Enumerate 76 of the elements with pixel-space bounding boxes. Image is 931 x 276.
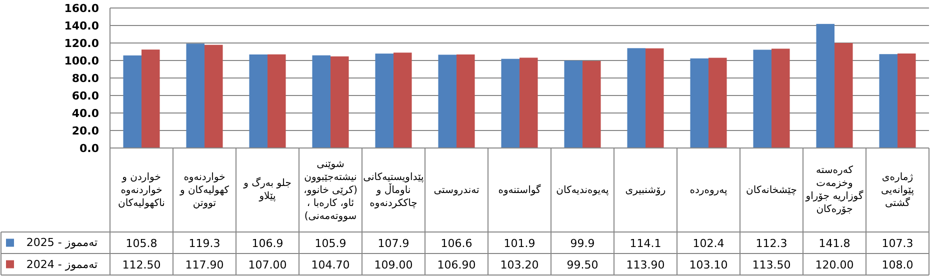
y-tick-label: 100.0 — [64, 54, 100, 68]
data-label: 102.4 — [692, 236, 724, 250]
data-label: 101.9 — [504, 236, 536, 250]
y-tick-label: 60.0 — [72, 90, 100, 102]
data-label: 113.90 — [626, 258, 665, 272]
bar — [204, 44, 223, 148]
data-label: 107.00 — [248, 258, 287, 272]
bar — [142, 50, 160, 148]
x-tick-label: پێداویستیەکانی ناوماڵ و چاککردنەوە — [362, 170, 425, 210]
bar — [501, 58, 520, 148]
data-label: 112.50 — [122, 258, 161, 272]
bar — [456, 54, 475, 148]
data-label: 106.90 — [437, 258, 476, 272]
bar — [249, 54, 268, 148]
bar — [582, 60, 601, 148]
data-label: 114.1 — [630, 236, 662, 250]
y-tick-label: 120.0 — [64, 37, 100, 50]
y-tick-label: 80.0 — [72, 72, 100, 85]
bar — [753, 50, 772, 148]
bar — [627, 48, 646, 148]
y-tick-label: 40.0 — [72, 107, 100, 120]
legend-label: تەمموز - 2025 — [25, 235, 99, 252]
x-tick-label: شوێنی نیشتەجێبوون (کرێی خانوو، ئاو، کارەبا ، سووتەمەنی) — [302, 158, 358, 224]
data-label: 141.8 — [818, 236, 850, 250]
data-label: 107.3 — [882, 236, 914, 250]
y-tick-label: 0.0 — [80, 142, 100, 155]
data-label: 106.9 — [252, 236, 284, 250]
bar — [330, 56, 349, 148]
data-label: 120.00 — [815, 258, 854, 272]
data-label: 103.20 — [500, 258, 539, 272]
bar — [375, 54, 394, 148]
x-tick-label: ژمارەی پێوانەیی گشتی — [880, 170, 915, 210]
bar — [898, 54, 916, 148]
x-tick-label: تەندروستی — [432, 184, 480, 198]
bar — [564, 60, 582, 148]
x-tick-label: خواردنەوە کهولیەکان و تووتن — [178, 170, 230, 210]
bar — [646, 48, 664, 148]
x-tick-label: پەروەردە — [688, 184, 728, 198]
bar — [834, 43, 853, 148]
bar — [708, 58, 727, 148]
bar — [123, 55, 142, 148]
bar — [520, 58, 538, 148]
bar — [690, 58, 708, 148]
data-label: 103.10 — [689, 258, 728, 272]
x-tick-label: رۆشنبیری — [624, 184, 667, 198]
data-label: 104.70 — [311, 258, 350, 272]
bar — [186, 44, 204, 148]
y-tick-label: 160.0 — [64, 2, 100, 15]
x-tick-label: پەیوەندیەکان — [555, 184, 610, 198]
bar — [438, 54, 456, 148]
bar — [772, 48, 790, 148]
bar — [816, 24, 834, 148]
bar — [312, 55, 330, 148]
data-label: 119.3 — [188, 236, 220, 250]
data-label: 108.0 — [882, 258, 914, 272]
x-tick-label: جلو بەرگ و پێلاو — [242, 176, 292, 204]
data-label: 105.8 — [126, 236, 158, 250]
data-label: 99.50 — [566, 258, 598, 272]
data-label: 105.9 — [314, 236, 346, 250]
bar — [268, 54, 286, 148]
x-tick-label: گواستنەوە — [497, 183, 542, 198]
bar — [394, 52, 412, 148]
bar — [879, 54, 898, 148]
y-tick-label: 20.0 — [72, 124, 100, 138]
x-tick-label: خواردن و خواردنەوە ناکهولیەکان — [117, 170, 166, 210]
data-label: 99.9 — [570, 236, 595, 250]
x-tick-label: کەرەستە وخزمەت گوزاریە جۆراو جۆرەکان — [804, 164, 864, 217]
x-tick-label: چێشخانەکان — [745, 184, 798, 198]
data-label: 106.6 — [440, 236, 472, 250]
data-label: 113.50 — [752, 258, 791, 272]
y-tick-label: 140.0 — [64, 20, 100, 32]
data-label: 112.3 — [756, 236, 788, 250]
legend-label: تەمموز - 2024 — [25, 256, 99, 273]
data-label: 107.9 — [378, 236, 410, 250]
data-label: 117.90 — [185, 258, 224, 272]
data-label: 109.00 — [374, 258, 413, 272]
